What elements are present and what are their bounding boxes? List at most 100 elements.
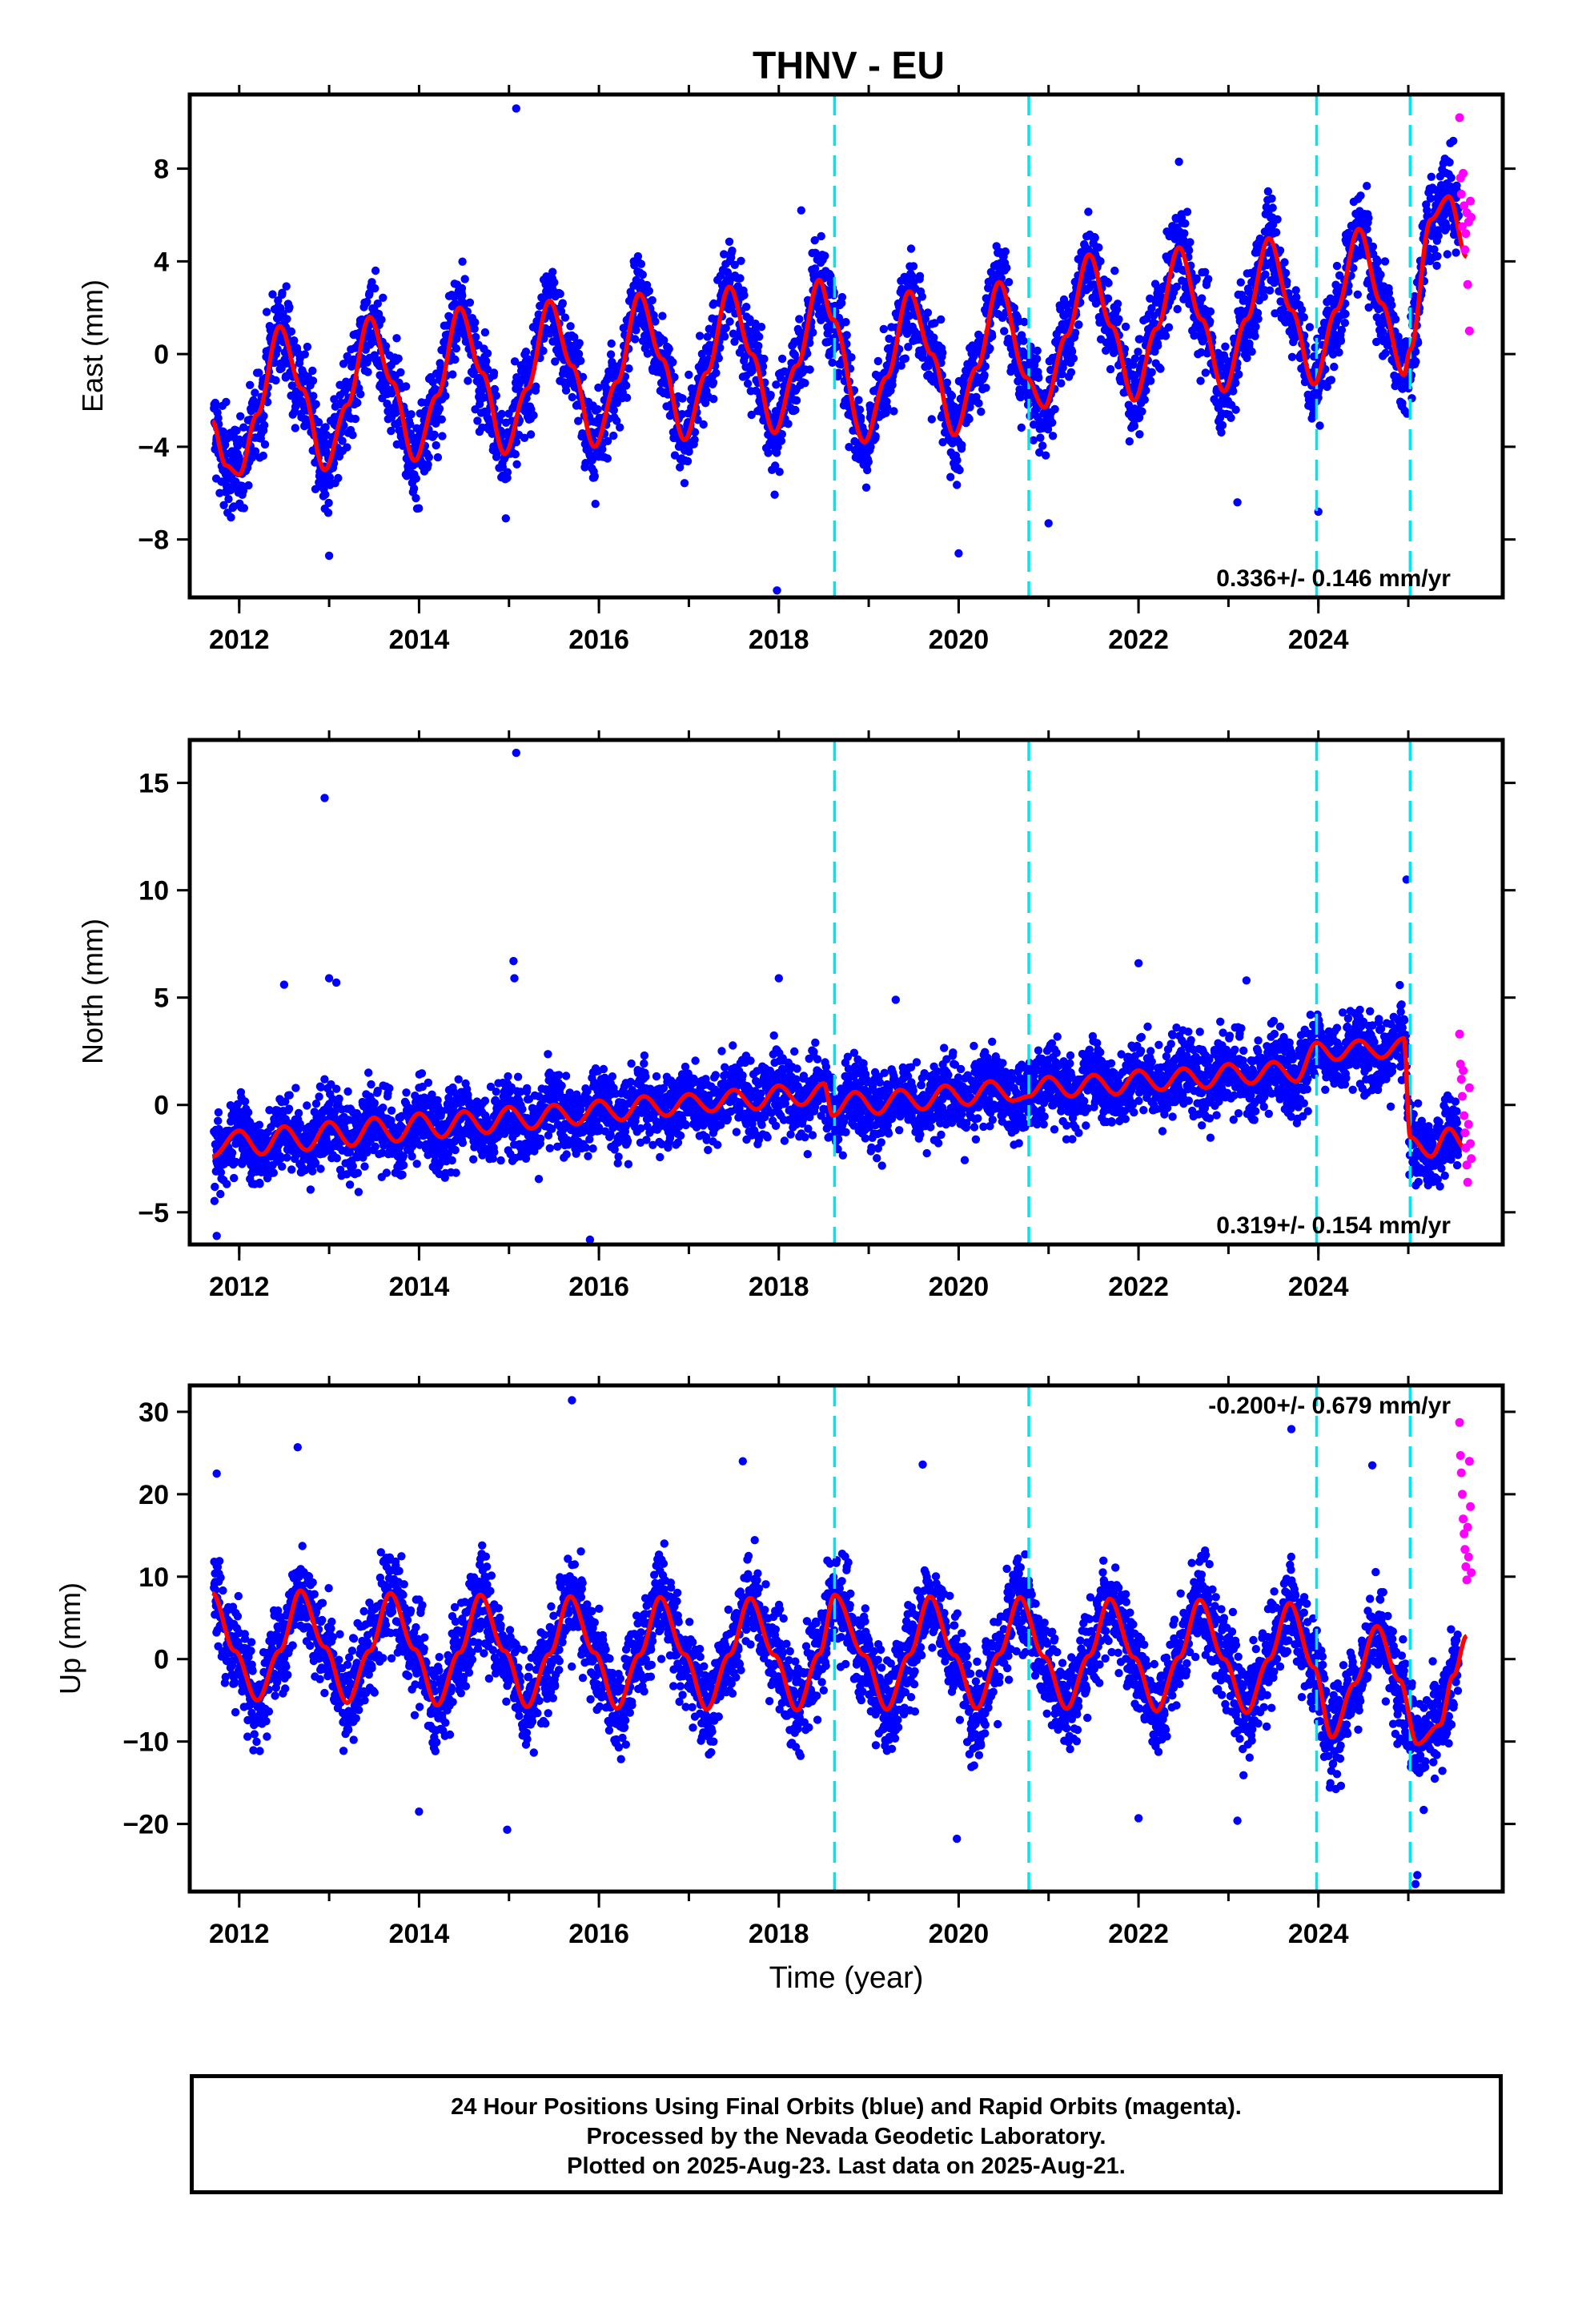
east-data-point [909,262,918,271]
east-data-point [854,396,863,404]
east-data-point [621,381,631,390]
east-rapid-point [1459,168,1468,178]
east-data-point [1164,323,1174,332]
east-data-point [309,392,318,400]
east-data-point [1001,247,1010,256]
east-data-point [432,440,440,450]
east-data-point [590,472,599,480]
east-data-point [1182,207,1192,216]
east-data-point [606,350,616,359]
east-data-point [556,289,564,299]
east-data-point [669,358,677,367]
east-data-point [351,414,360,424]
east-data-point [430,430,439,439]
east-data-point [1376,270,1385,279]
east-data-point [784,420,793,428]
east-data-point [1104,279,1113,287]
east-data-point [1020,317,1029,327]
east-data-point [1174,157,1183,167]
east-data-point [1147,368,1156,376]
east-data-point [452,334,461,344]
east-data-point [709,378,718,387]
east-data-point [458,292,467,300]
north-data-point [379,1104,387,1112]
east-data-point [764,448,773,457]
east-data-point [1135,430,1144,439]
east-x-tick-label: 2018 [749,625,809,655]
east-data-point [412,474,420,483]
east-data-point [1217,428,1226,437]
east-data-point [1265,286,1275,295]
east-data-point [532,382,540,391]
east-data-point [377,316,386,324]
east-data-point [473,416,482,425]
east-data-point [792,396,801,405]
east-data-point [324,498,333,508]
east-data-point [287,327,296,336]
east-data-point [566,322,575,331]
east-data-point [616,423,624,432]
east-data-point [1231,379,1240,388]
east-data-point [233,441,243,451]
east-data-point [1373,257,1383,266]
east-data-point [1432,261,1441,270]
east-x-tick-label: 2016 [568,625,629,655]
east-data-point [1311,343,1319,352]
east-data-point [311,485,320,493]
east-data-point [609,431,618,440]
east-y-label: East (mm) [76,279,109,412]
east-data-point [1273,215,1282,224]
east-data-point [1201,368,1211,377]
east-data-point [593,404,602,414]
north-data-point [367,1080,375,1089]
east-data-point [923,308,933,317]
east-data-point [394,354,403,363]
east-data-point [1330,362,1339,372]
east-data-point [1196,376,1205,385]
east-data-point [1156,364,1165,373]
east-data-point [1387,300,1396,310]
east-data-point [550,278,559,287]
east-data-point [1067,347,1077,356]
east-data-point [271,376,280,385]
east-data-point [1381,348,1390,358]
east-data-point [300,350,309,359]
east-data-point [1094,243,1103,252]
north-data-point [214,1116,223,1125]
east-data-point [219,428,228,436]
north-data-point [240,1097,250,1106]
east-data-point [1336,336,1346,345]
north-data-point [214,1108,223,1117]
north-data-point [210,1196,219,1205]
east-data-point [1254,315,1263,324]
east-data-point [955,465,964,475]
east-data-point [1229,387,1238,396]
east-data-point [460,275,469,283]
east-data-point [512,104,520,113]
east-data-point [1341,309,1350,319]
east-data-point [367,278,376,287]
east-data-point [1231,405,1240,414]
north-data-point [230,1173,239,1183]
east-data-point [1125,437,1134,446]
east-data-point [607,339,616,348]
east-data-point [1198,294,1207,303]
east-x-tick-label: 2020 [929,625,990,655]
east-data-point [330,395,339,404]
east-data-point [1161,332,1170,340]
east-data-point [1268,203,1277,212]
east-data-point [219,501,228,509]
east-data-point [953,456,962,464]
east-data-point [748,366,757,376]
north-data-point [294,1108,303,1118]
east-data-point [1038,441,1047,450]
east-data-point [648,296,656,305]
east-data-point [1138,407,1146,416]
east-data-point [760,354,769,364]
east-data-point [1110,266,1119,275]
east-data-point [817,231,825,241]
east-data-point [857,413,865,422]
east-data-point [371,283,379,293]
north-data-point [343,1087,352,1096]
east-rapid-point [1463,279,1472,289]
